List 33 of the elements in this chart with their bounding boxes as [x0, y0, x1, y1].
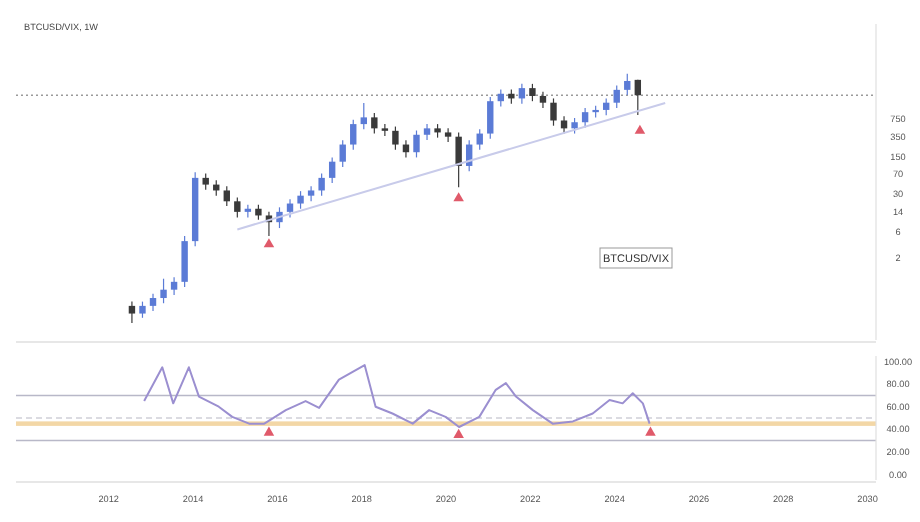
candlestick: [550, 97, 557, 127]
candlestick: [318, 173, 325, 197]
candlestick: [234, 196, 241, 219]
candlestick: [476, 128, 483, 151]
candlestick: [455, 131, 462, 188]
candlestick: [444, 127, 452, 143]
candlestick: [244, 204, 252, 219]
candlestick: [518, 83, 526, 105]
candlestick: [128, 301, 136, 324]
candlestick: [328, 156, 336, 184]
candlestick: [381, 123, 389, 137]
point: [263, 238, 275, 248]
candlestick: [170, 276, 178, 296]
candlestick: [634, 79, 642, 116]
candlestick: [371, 112, 378, 135]
candlestick: [181, 235, 188, 288]
candlestick: [487, 96, 494, 140]
candlestick: [350, 119, 357, 151]
candlestick: [581, 107, 589, 129]
candlestick: [339, 139, 346, 168]
candlestick: [160, 278, 167, 304]
candlestick: [392, 125, 399, 151]
candlestick: [286, 198, 294, 219]
candlestick: [307, 185, 315, 202]
candlestick: [423, 123, 431, 141]
candlestick: [539, 91, 547, 109]
candlestick: [624, 73, 631, 96]
point: [453, 192, 464, 202]
candlestick: [613, 84, 620, 109]
candlestick: [360, 102, 367, 130]
candlestick: [413, 129, 420, 159]
point: [634, 124, 646, 134]
candlestick: [223, 185, 230, 207]
